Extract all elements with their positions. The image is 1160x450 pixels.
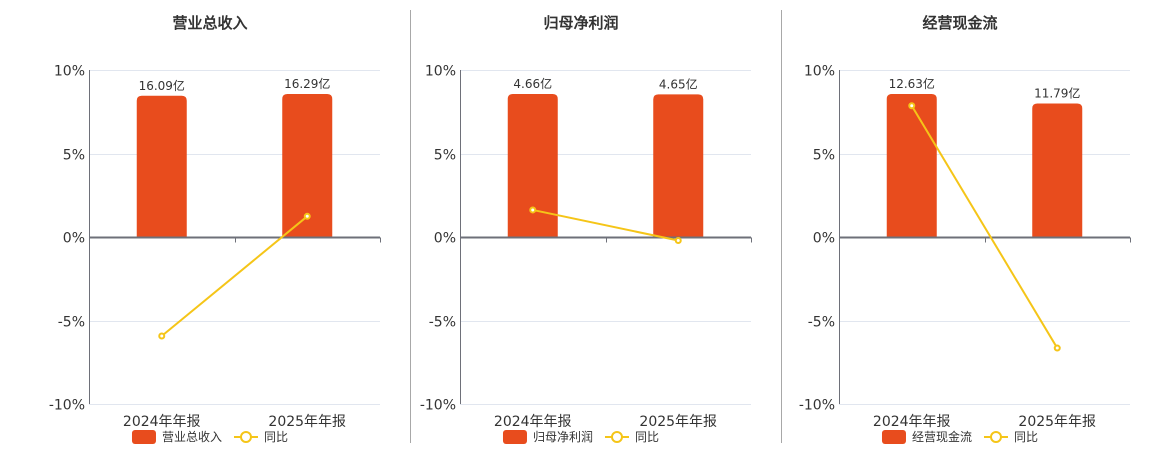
x-axis-label: 2024年年报 — [872, 414, 951, 430]
bar — [886, 94, 937, 237]
x-axis-label: 2025年年报 — [1018, 414, 1097, 430]
y-axis-tick-label: 10% — [54, 64, 85, 80]
yoy-line — [910, 105, 1059, 349]
line-marker-icon — [234, 430, 258, 444]
y-axis-tick-label: 10% — [804, 64, 835, 80]
legend-label: 同比 — [264, 430, 289, 444]
yoy-point-marker — [158, 332, 166, 340]
legend-label: 营业总收入 — [161, 430, 222, 444]
y-axis-tick-label: -10% — [49, 398, 85, 414]
y-axis-tick-label: -5% — [808, 315, 835, 331]
bar-value-label: 4.66亿 — [513, 76, 552, 91]
x-axis-label: 2025年年报 — [639, 414, 718, 430]
bar-value-label: 16.09亿 — [139, 78, 185, 93]
x-axis-label: 2024年年报 — [493, 414, 572, 430]
legend-item-line[interactable]: 同比 — [605, 428, 659, 445]
panel-divider — [410, 10, 411, 443]
yoy-point-marker — [529, 206, 537, 214]
x-axis-label: 2025年年报 — [268, 414, 347, 430]
y-axis-tick-label: -5% — [429, 315, 456, 331]
legend-label: 经营现金流 — [911, 430, 972, 444]
bar — [1032, 103, 1083, 237]
legend-item-bar[interactable]: 经营现金流 — [881, 428, 972, 445]
y-axis-tick-label: -10% — [799, 398, 835, 414]
bar-swatch-icon — [881, 429, 906, 444]
y-axis-tick-label: 0% — [813, 231, 835, 247]
bar-swatch-icon — [502, 429, 527, 444]
chart-plot: 10% 5% 0% -5% -10% 12.63亿 11.79亿 — [799, 64, 1131, 414]
y-axis-tick-label: 10% — [425, 64, 456, 80]
chart-title: 归母净利润 — [543, 14, 619, 32]
chart-panel-operating-cash-flow: 10% 5% 0% -5% -10% 12.63亿 11.79亿 经营现金流 2024年年报… — [782, 0, 1160, 450]
chart-legend: 经营现金流 同比 — [881, 428, 1038, 445]
yoy-point-marker — [908, 102, 916, 110]
bar-value-label: 16.29亿 — [284, 76, 330, 91]
yoy-line — [161, 215, 308, 337]
chart-title: 营业总收入 — [172, 14, 248, 32]
bar — [507, 94, 558, 237]
chart-plot: 10% 5% 0% -5% -10% 4.66亿 4.65亿 — [420, 64, 752, 414]
yoy-line — [532, 208, 679, 242]
legend-item-bar[interactable]: 营业总收入 — [131, 428, 222, 445]
legend-item-line[interactable]: 同比 — [234, 428, 288, 445]
x-axis-label: 2024年年报 — [122, 414, 201, 430]
y-axis-tick-label: 0% — [63, 231, 85, 247]
line-marker-icon — [984, 430, 1008, 444]
bar — [653, 94, 704, 237]
y-axis-tick-label: 5% — [434, 148, 456, 164]
legend-item-bar[interactable]: 归母净利润 — [502, 428, 593, 445]
chart-panel-net-profit: 10% 5% 0% -5% -10% 4.66亿 4.65亿 归母净利润 2024年年报 2… — [411, 0, 781, 450]
chart-plot: 10% 5% 0% -5% -10% 16.09亿 16.29亿 — [49, 64, 381, 414]
y-axis-tick-label: -5% — [58, 315, 85, 331]
chart-legend: 归母净利润 同比 — [502, 428, 659, 445]
y-axis-tick-label: 5% — [813, 148, 835, 164]
yoy-point-marker — [674, 237, 682, 245]
legend-label: 同比 — [635, 430, 660, 444]
chart-panel-revenue: 10% 5% 0% -5% -10% 16.09亿 16.29亿 营业总收入 2024年年报… — [0, 0, 410, 450]
legend-item-line[interactable]: 同比 — [984, 428, 1038, 445]
bar — [282, 94, 333, 237]
yoy-point-marker — [1053, 344, 1061, 352]
bar-value-label: 4.65亿 — [659, 76, 698, 91]
yoy-point-marker — [303, 212, 311, 220]
y-axis-tick-label: 0% — [434, 231, 456, 247]
bar-value-label: 12.63亿 — [889, 76, 935, 91]
chart-title: 经营现金流 — [922, 14, 998, 32]
bar-swatch-icon — [131, 429, 156, 444]
y-axis-tick-label: 5% — [63, 148, 85, 164]
legend-label: 同比 — [1014, 430, 1039, 444]
panel-divider — [781, 10, 782, 443]
y-axis-tick-label: -10% — [420, 398, 456, 414]
bar — [136, 95, 187, 237]
bar-value-label: 11.79亿 — [1034, 86, 1080, 101]
chart-legend: 营业总收入 同比 — [131, 428, 288, 445]
legend-label: 归母净利润 — [532, 430, 593, 444]
line-marker-icon — [605, 430, 629, 444]
